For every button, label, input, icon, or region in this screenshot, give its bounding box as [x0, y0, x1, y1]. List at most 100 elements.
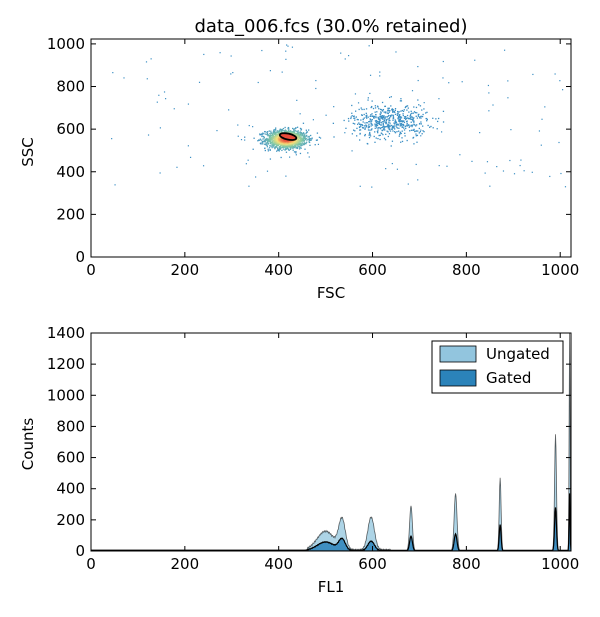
- scatter-point: [294, 145, 296, 147]
- scatter-point: [418, 117, 421, 119]
- scatter-point: [549, 175, 551, 178]
- scatter-point: [384, 116, 387, 118]
- scatter-point: [385, 122, 387, 125]
- scatter-point: [360, 125, 362, 128]
- scatter-point: [386, 125, 388, 128]
- scatter-point: [354, 93, 357, 95]
- scatter-point: [264, 147, 266, 149]
- scatter-point: [389, 114, 391, 117]
- scatter-point: [389, 110, 391, 112]
- x-tick-label: 400: [264, 261, 293, 279]
- scatter-point: [260, 139, 262, 141]
- scatter-point: [279, 147, 282, 150]
- x-tick-label: 600: [358, 555, 387, 573]
- scatter-point: [299, 131, 301, 133]
- scatter-point: [538, 130, 541, 132]
- scatter-point: [417, 179, 419, 181]
- scatter-point: [286, 131, 289, 134]
- scatter-point: [259, 133, 261, 135]
- scatter-point: [432, 127, 434, 129]
- scatter-point: [309, 138, 311, 140]
- scatter-point: [294, 142, 297, 144]
- scatter-point: [163, 91, 166, 93]
- scatter-point: [403, 117, 406, 120]
- scatter-point: [541, 118, 543, 120]
- scatter-point: [302, 133, 304, 135]
- scatter-point: [281, 128, 283, 131]
- scatter-point: [270, 141, 272, 144]
- scatter-point: [358, 122, 360, 124]
- scatter-point: [414, 124, 416, 126]
- scatter-point: [360, 119, 362, 121]
- scatter-point: [356, 135, 358, 137]
- scatter-point: [263, 133, 265, 135]
- scatter-point: [316, 132, 319, 134]
- scatter-point: [309, 139, 311, 141]
- scatter-point: [509, 159, 511, 162]
- scatter-point: [351, 112, 353, 114]
- scatter-point: [296, 144, 298, 146]
- scatter-point: [420, 121, 422, 123]
- scatter-point: [292, 147, 294, 149]
- scatter-point: [352, 129, 355, 131]
- scatter-point: [423, 131, 425, 133]
- x-tick-label: 600: [358, 261, 387, 279]
- scatter-point: [410, 124, 412, 126]
- scatter-point: [280, 156, 282, 159]
- scatter-point: [373, 117, 375, 119]
- scatter-point: [381, 126, 383, 129]
- scatter-point: [479, 132, 481, 134]
- scatter-point: [438, 98, 440, 100]
- scatter-point: [388, 128, 390, 130]
- scatter-point: [370, 120, 372, 122]
- scatter-point: [300, 135, 302, 137]
- scatter-point: [389, 124, 391, 126]
- scatter-point: [401, 124, 403, 126]
- scatter-point: [302, 143, 304, 146]
- scatter-point: [385, 133, 387, 136]
- scatter-point: [291, 147, 293, 149]
- scatter-point: [297, 142, 299, 144]
- x-tick-label: 800: [452, 555, 481, 573]
- scatter-point: [361, 114, 363, 117]
- scatter-point: [413, 106, 415, 108]
- scatter-point: [294, 132, 296, 135]
- scatter-point: [266, 131, 268, 133]
- scatter-point: [432, 117, 434, 119]
- scatter-point: [293, 129, 295, 131]
- scatter-point: [368, 133, 371, 135]
- scatter-point: [297, 130, 300, 132]
- scatter-point: [284, 126, 286, 129]
- scatter-point: [420, 117, 422, 119]
- scatter-point: [286, 144, 289, 146]
- scatter-point: [277, 144, 280, 147]
- scatter-point: [406, 114, 409, 117]
- scatter-point: [388, 128, 390, 131]
- scatter-point: [247, 159, 249, 161]
- scatter-point: [267, 134, 269, 136]
- scatter-point: [265, 138, 267, 140]
- scatter-point: [362, 124, 364, 127]
- scatter-point: [294, 127, 297, 129]
- scatter-point: [409, 113, 412, 115]
- scatter-point: [285, 151, 288, 153]
- scatter-y-label: SSC: [19, 137, 37, 167]
- scatter-point: [379, 75, 381, 77]
- scatter-point: [382, 123, 384, 125]
- scatter-point: [318, 136, 321, 139]
- scatter-point: [281, 139, 284, 141]
- scatter-point: [295, 154, 297, 156]
- scatter-point: [410, 116, 413, 118]
- scatter-point: [264, 131, 266, 133]
- scatter-point: [366, 122, 368, 124]
- scatter-point: [408, 126, 410, 128]
- scatter-point: [263, 137, 265, 139]
- scatter-point: [363, 117, 365, 119]
- scatter-point: [219, 52, 221, 54]
- scatter-point: [279, 137, 281, 139]
- scatter-point: [285, 58, 287, 60]
- scatter-point: [292, 142, 295, 144]
- scatter-point: [395, 123, 398, 125]
- scatter-point: [293, 132, 295, 135]
- scatter-point: [422, 130, 424, 132]
